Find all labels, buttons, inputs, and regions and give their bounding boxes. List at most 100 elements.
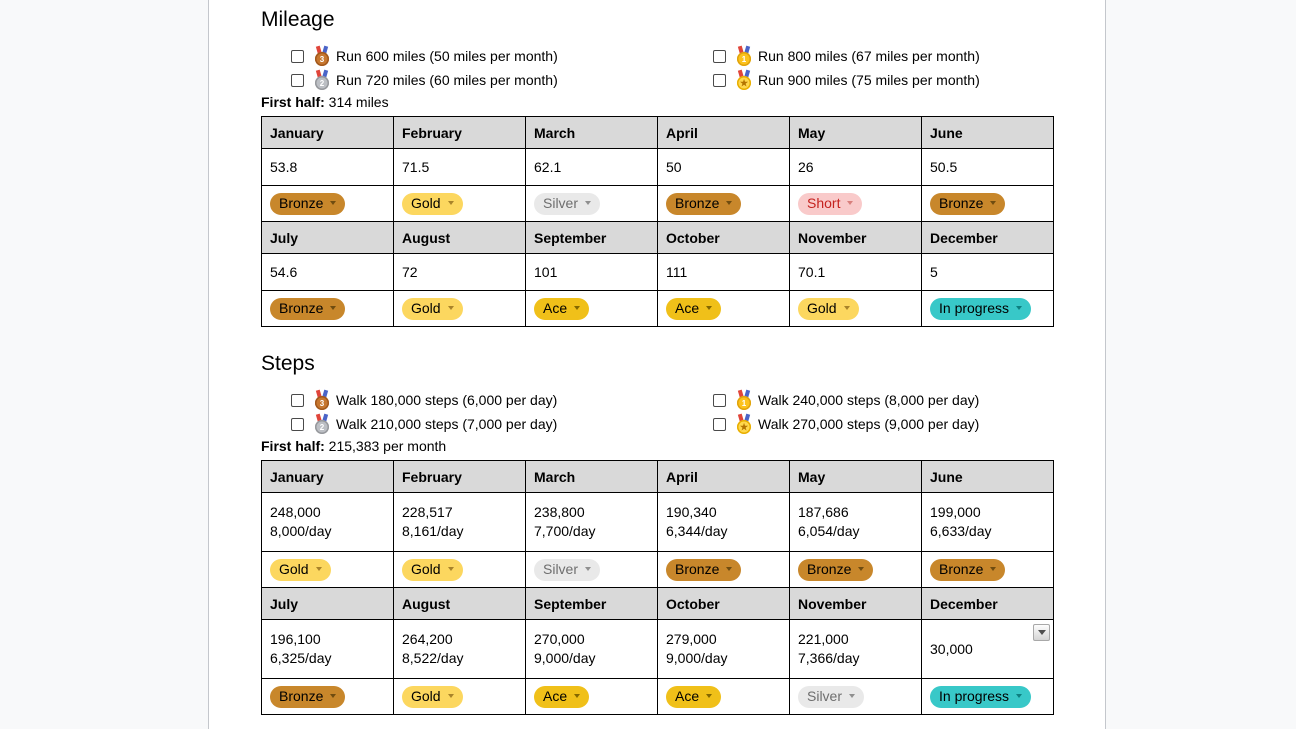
status-badge-dropdown[interactable]: Short [798, 192, 863, 215]
status-badge-dropdown[interactable]: Bronze [270, 685, 346, 708]
sports-medal-icon: ★ [736, 413, 752, 434]
cell-overflow-button[interactable] [1033, 624, 1050, 641]
value-cell[interactable]: 30,000 [921, 619, 1054, 679]
silver-medal-icon: 2 [314, 413, 330, 434]
badge-cell: Bronze [657, 185, 790, 222]
goal-checkbox[interactable] [713, 417, 726, 431]
badge-cell: Bronze [261, 290, 394, 327]
value-cell[interactable]: 72 [393, 253, 526, 291]
value-cell[interactable]: 221,000 7,366/day [789, 619, 922, 679]
status-badge-label: Bronze [675, 194, 720, 211]
value-cell[interactable]: 196,100 6,325/day [261, 619, 394, 679]
value-cell[interactable]: 228,517 8,161/day [393, 492, 526, 552]
goal-checkbox[interactable] [291, 49, 304, 63]
badge-row: Gold Gold Silver Bronze Bronze Bronze [261, 551, 1054, 588]
value-cell[interactable]: 190,340 6,344/day [657, 492, 790, 552]
month-header: September [525, 587, 658, 620]
status-badge-dropdown[interactable]: Bronze [270, 297, 346, 320]
status-badge-dropdown[interactable]: Bronze [798, 558, 874, 581]
chevron-down-icon [726, 567, 733, 571]
status-badge-dropdown[interactable]: Ace [534, 297, 590, 320]
status-badge-dropdown[interactable]: Gold [402, 685, 463, 708]
badge-cell: Bronze [789, 551, 922, 588]
chevron-down-icon [990, 201, 997, 205]
month-header: January [261, 460, 394, 493]
goal-checkbox[interactable] [713, 73, 726, 87]
goal-checkbox[interactable] [291, 417, 304, 431]
value-cell[interactable]: 199,000 6,633/day [921, 492, 1054, 552]
status-badge-label: Bronze [939, 560, 984, 577]
month-header: November [789, 587, 922, 620]
value-cell[interactable]: 26 [789, 148, 922, 186]
value-cell[interactable]: 62.1 [525, 148, 658, 186]
status-badge-dropdown[interactable]: Ace [666, 297, 722, 320]
goal-item: 3 Run 600 miles (50 miles per month) [261, 44, 713, 68]
status-badge-dropdown[interactable]: Gold [402, 297, 463, 320]
chevron-down-icon [330, 694, 337, 698]
status-badge-label: Silver [807, 687, 843, 704]
goal-checkbox[interactable] [291, 73, 304, 87]
status-badge-dropdown[interactable]: Ace [534, 685, 590, 708]
goal-item: 2 Walk 210,000 steps (7,000 per day) [261, 412, 713, 436]
status-badge-dropdown[interactable]: Gold [402, 558, 463, 581]
status-badge-dropdown[interactable]: Bronze [666, 192, 742, 215]
status-badge-label: Silver [543, 560, 579, 577]
status-badge-dropdown[interactable]: Silver [798, 685, 865, 708]
status-badge-label: In progress [939, 299, 1010, 316]
month-header: February [393, 460, 526, 493]
status-badge-label: Short [807, 194, 841, 211]
month-header: January [261, 116, 394, 149]
month-header: November [789, 221, 922, 254]
value-cell[interactable]: 264,200 8,522/day [393, 619, 526, 679]
status-badge-dropdown[interactable]: Gold [270, 558, 331, 581]
value-cell[interactable]: 279,000 9,000/day [657, 619, 790, 679]
status-badge-dropdown[interactable]: Gold [402, 192, 463, 215]
document-content: Mileage 3 Run 600 miles (50 miles per mo… [209, 0, 1105, 715]
value-cell[interactable]: 270,000 9,000/day [525, 619, 658, 679]
status-badge-dropdown[interactable]: Bronze [930, 558, 1006, 581]
gold-medal-icon: 1 [736, 45, 752, 66]
chevron-down-icon [574, 694, 581, 698]
value-cell[interactable]: 187,686 6,054/day [789, 492, 922, 552]
month-header: February [393, 116, 526, 149]
goal-checkbox[interactable] [713, 393, 726, 407]
status-badge-dropdown[interactable]: Bronze [666, 558, 742, 581]
status-badge-dropdown[interactable]: In progress [930, 685, 1032, 708]
goal-item: ★ Run 900 miles (75 miles per month) [713, 68, 1053, 92]
value-cell[interactable]: 101 [525, 253, 658, 291]
badge-cell: Ace [525, 678, 658, 715]
chevron-down-icon [849, 694, 856, 698]
status-badge-dropdown[interactable]: Bronze [930, 192, 1006, 215]
badge-cell: Gold [393, 290, 526, 327]
goal-label: Walk 270,000 steps (9,000 per day) [758, 416, 980, 432]
value-cell[interactable]: 54.6 [261, 253, 394, 291]
badge-cell: Silver [525, 185, 658, 222]
value-row: 53.8 71.5 62.1 50 26 50.5 [261, 148, 1054, 186]
value-cell[interactable]: 50 [657, 148, 790, 186]
month-header-row: January February March April May June [261, 116, 1054, 149]
value-cell[interactable]: 53.8 [261, 148, 394, 186]
status-badge-dropdown[interactable]: Silver [534, 192, 601, 215]
status-badge-dropdown[interactable]: In progress [930, 297, 1032, 320]
value-cell[interactable]: 238,800 7,700/day [525, 492, 658, 552]
value-cell[interactable]: 111 [657, 253, 790, 291]
first-half-label: First half: [261, 94, 325, 110]
badge-cell: Bronze [921, 551, 1054, 588]
chevron-down-icon [847, 201, 854, 205]
status-badge-dropdown[interactable]: Ace [666, 685, 722, 708]
status-badge-label: Silver [543, 194, 579, 211]
badge-cell: Gold [261, 551, 394, 588]
status-badge-dropdown[interactable]: Gold [798, 297, 859, 320]
value-cell[interactable]: 71.5 [393, 148, 526, 186]
value-cell[interactable]: 248,000 8,000/day [261, 492, 394, 552]
status-badge-dropdown[interactable]: Bronze [270, 192, 346, 215]
badge-row: Bronze Gold Ace Ace Gold In progress [261, 290, 1054, 327]
status-badge-dropdown[interactable]: Silver [534, 558, 601, 581]
goal-checkbox[interactable] [713, 49, 726, 63]
value-cell[interactable]: 5 [921, 253, 1054, 291]
chevron-down-icon [990, 567, 997, 571]
value-cell[interactable]: 70.1 [789, 253, 922, 291]
chevron-down-icon [574, 306, 581, 310]
goal-checkbox[interactable] [291, 393, 304, 407]
value-cell[interactable]: 50.5 [921, 148, 1054, 186]
